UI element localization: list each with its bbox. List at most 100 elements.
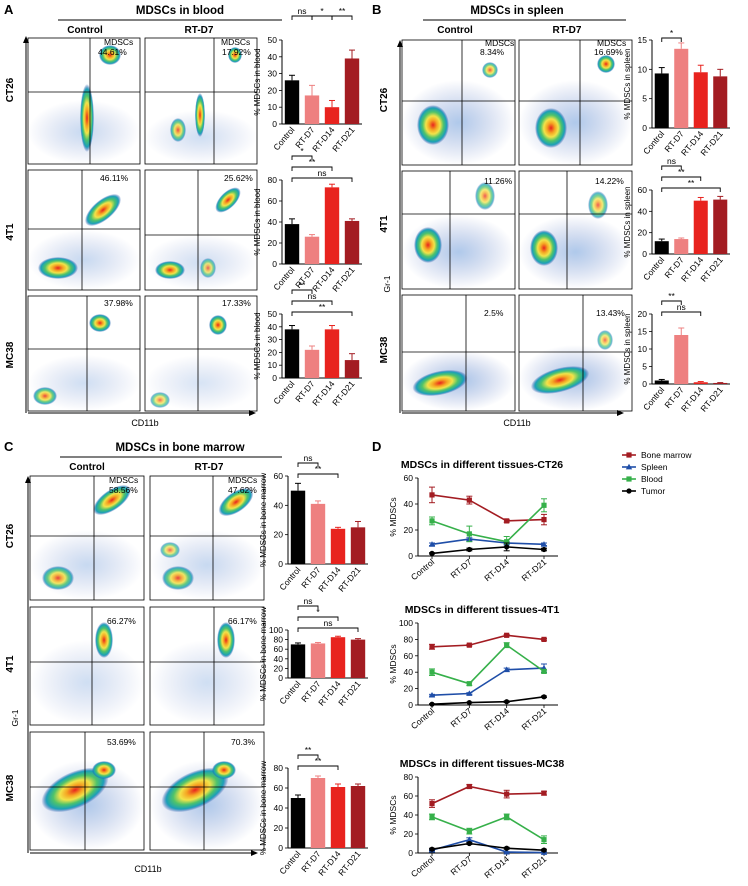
y-axis-title: % MDSCs in spleen <box>623 48 632 119</box>
chart-title: MDSCs in different tissues-4T1 <box>405 604 560 616</box>
cell-population <box>99 45 121 65</box>
data-point <box>503 666 510 673</box>
flow-plot: 2.5% <box>401 294 516 412</box>
cell-population <box>482 62 498 78</box>
significance-bracket <box>661 165 682 170</box>
bar-rt-d14 <box>693 382 708 384</box>
series-line-tumor <box>431 696 545 705</box>
x-tick-label: RT-D21 <box>336 849 363 878</box>
significance-label: ns <box>324 618 333 628</box>
significance-label: ns <box>304 596 313 606</box>
flow-plot: MDSCs 17.92% <box>144 37 258 165</box>
cell-population <box>84 193 122 227</box>
data-point <box>429 801 435 807</box>
data-point <box>541 636 547 642</box>
cell-population <box>597 55 615 73</box>
y-tick-label: 0 <box>272 373 277 383</box>
x-tick-label: RT-D7 <box>448 854 473 878</box>
x-axis-label: CD11b <box>131 418 158 428</box>
row-label: CT26 <box>5 77 16 102</box>
bar-control <box>290 490 306 564</box>
flow-plot: MDSCs 47.62% <box>149 475 265 601</box>
gate-percentage: 70.3% <box>231 737 256 747</box>
bar-control <box>284 224 300 264</box>
cell-population <box>92 761 116 779</box>
significance-label: ** <box>678 167 685 177</box>
cell-population <box>217 622 235 658</box>
cell-population <box>93 484 131 516</box>
x-tick-label: RT-D21 <box>330 265 357 294</box>
y-tick-label: 15 <box>638 35 648 45</box>
panel-letter: C <box>4 439 14 454</box>
significance-label: ** <box>668 291 675 301</box>
significance-bracket <box>297 473 339 478</box>
legend-marker <box>626 452 632 458</box>
y-tick-label: 60 <box>274 783 284 793</box>
y-tick-label: 0 <box>408 700 413 710</box>
y-tick-label: 40 <box>638 206 648 216</box>
data-point <box>504 791 510 797</box>
data-point <box>466 642 472 648</box>
y-tick-label: 0 <box>278 843 283 853</box>
y-tick-label: 80 <box>274 763 284 773</box>
bar-control <box>654 380 669 384</box>
gate-percentage: 8.34% <box>480 47 505 57</box>
data-point <box>504 518 510 524</box>
y-tick-label: 20 <box>404 525 414 535</box>
significance-bracket <box>297 765 339 770</box>
bar-rt-d21 <box>350 639 366 678</box>
y-tick-label: 40 <box>404 667 414 677</box>
y-axis-title: % MDSCs <box>388 795 398 834</box>
data-point <box>504 845 510 851</box>
cell-population <box>160 542 180 558</box>
bar-control <box>284 80 300 124</box>
scatter-haze <box>150 530 264 600</box>
bar-rt-d21 <box>350 527 366 564</box>
cell-population <box>161 767 229 813</box>
gate-percentage: 37.98% <box>104 298 133 308</box>
y-tick-label: 80 <box>268 175 278 185</box>
data-point <box>429 550 435 557</box>
significance-bracket <box>291 166 333 171</box>
y-tick-label: 100 <box>269 625 283 635</box>
flow-plot: MDSCs 58.56% <box>29 475 145 601</box>
y-tick-label: 15 <box>638 327 648 337</box>
flow-plot: 53.69% <box>29 731 145 851</box>
gate-percentage: 13.43% <box>596 308 625 318</box>
gate-percentage: 11.26% <box>484 176 513 186</box>
cell-population <box>535 108 567 148</box>
bar-rt-d21 <box>344 58 360 125</box>
cell-population <box>42 566 74 590</box>
bar-rt-d7 <box>674 48 689 128</box>
x-tick-label: RT-D21 <box>520 706 549 733</box>
significance-label: * <box>316 607 320 617</box>
y-axis-label: Gr-1 <box>10 709 20 726</box>
data-point <box>541 847 547 853</box>
flow-axes: CD11b <box>25 476 258 874</box>
y-tick-label: 10 <box>268 360 278 370</box>
condition-label-control: Control <box>67 25 103 36</box>
chart-title: MDSCs in different tissues-CT26 <box>401 459 563 471</box>
x-tick-label: RT-D21 <box>330 379 357 408</box>
cell-population <box>80 84 94 152</box>
y-tick-label: 20 <box>638 309 648 319</box>
data-point <box>541 546 547 553</box>
y-axis-title: % MDSCs in spleen <box>623 313 632 384</box>
x-tick-label: RT-D21 <box>520 557 549 584</box>
panel-a: A MDSCs in blood Control RT-D7 CT26 4T1 … <box>4 2 282 428</box>
series-line-bone-marrow <box>431 494 545 522</box>
line-charts: MDSCs in different tissues-CT26 0 20 40 60 % … <box>388 450 692 880</box>
flow-plot: 17.33% <box>144 295 258 412</box>
panel-c: C MDSCs in bone marrow Control RT-D7 CT2… <box>4 439 282 874</box>
condition-label-rt-d7: RT-D7 <box>185 25 214 36</box>
data-point <box>429 814 435 820</box>
legend-label: Blood <box>641 474 663 484</box>
significance-label: * <box>300 146 304 156</box>
row-label: 4T1 <box>5 223 16 241</box>
cell-population <box>412 369 468 397</box>
cell-population <box>218 487 254 517</box>
legend-marker <box>626 476 632 482</box>
bar-rt-d14 <box>330 787 346 848</box>
